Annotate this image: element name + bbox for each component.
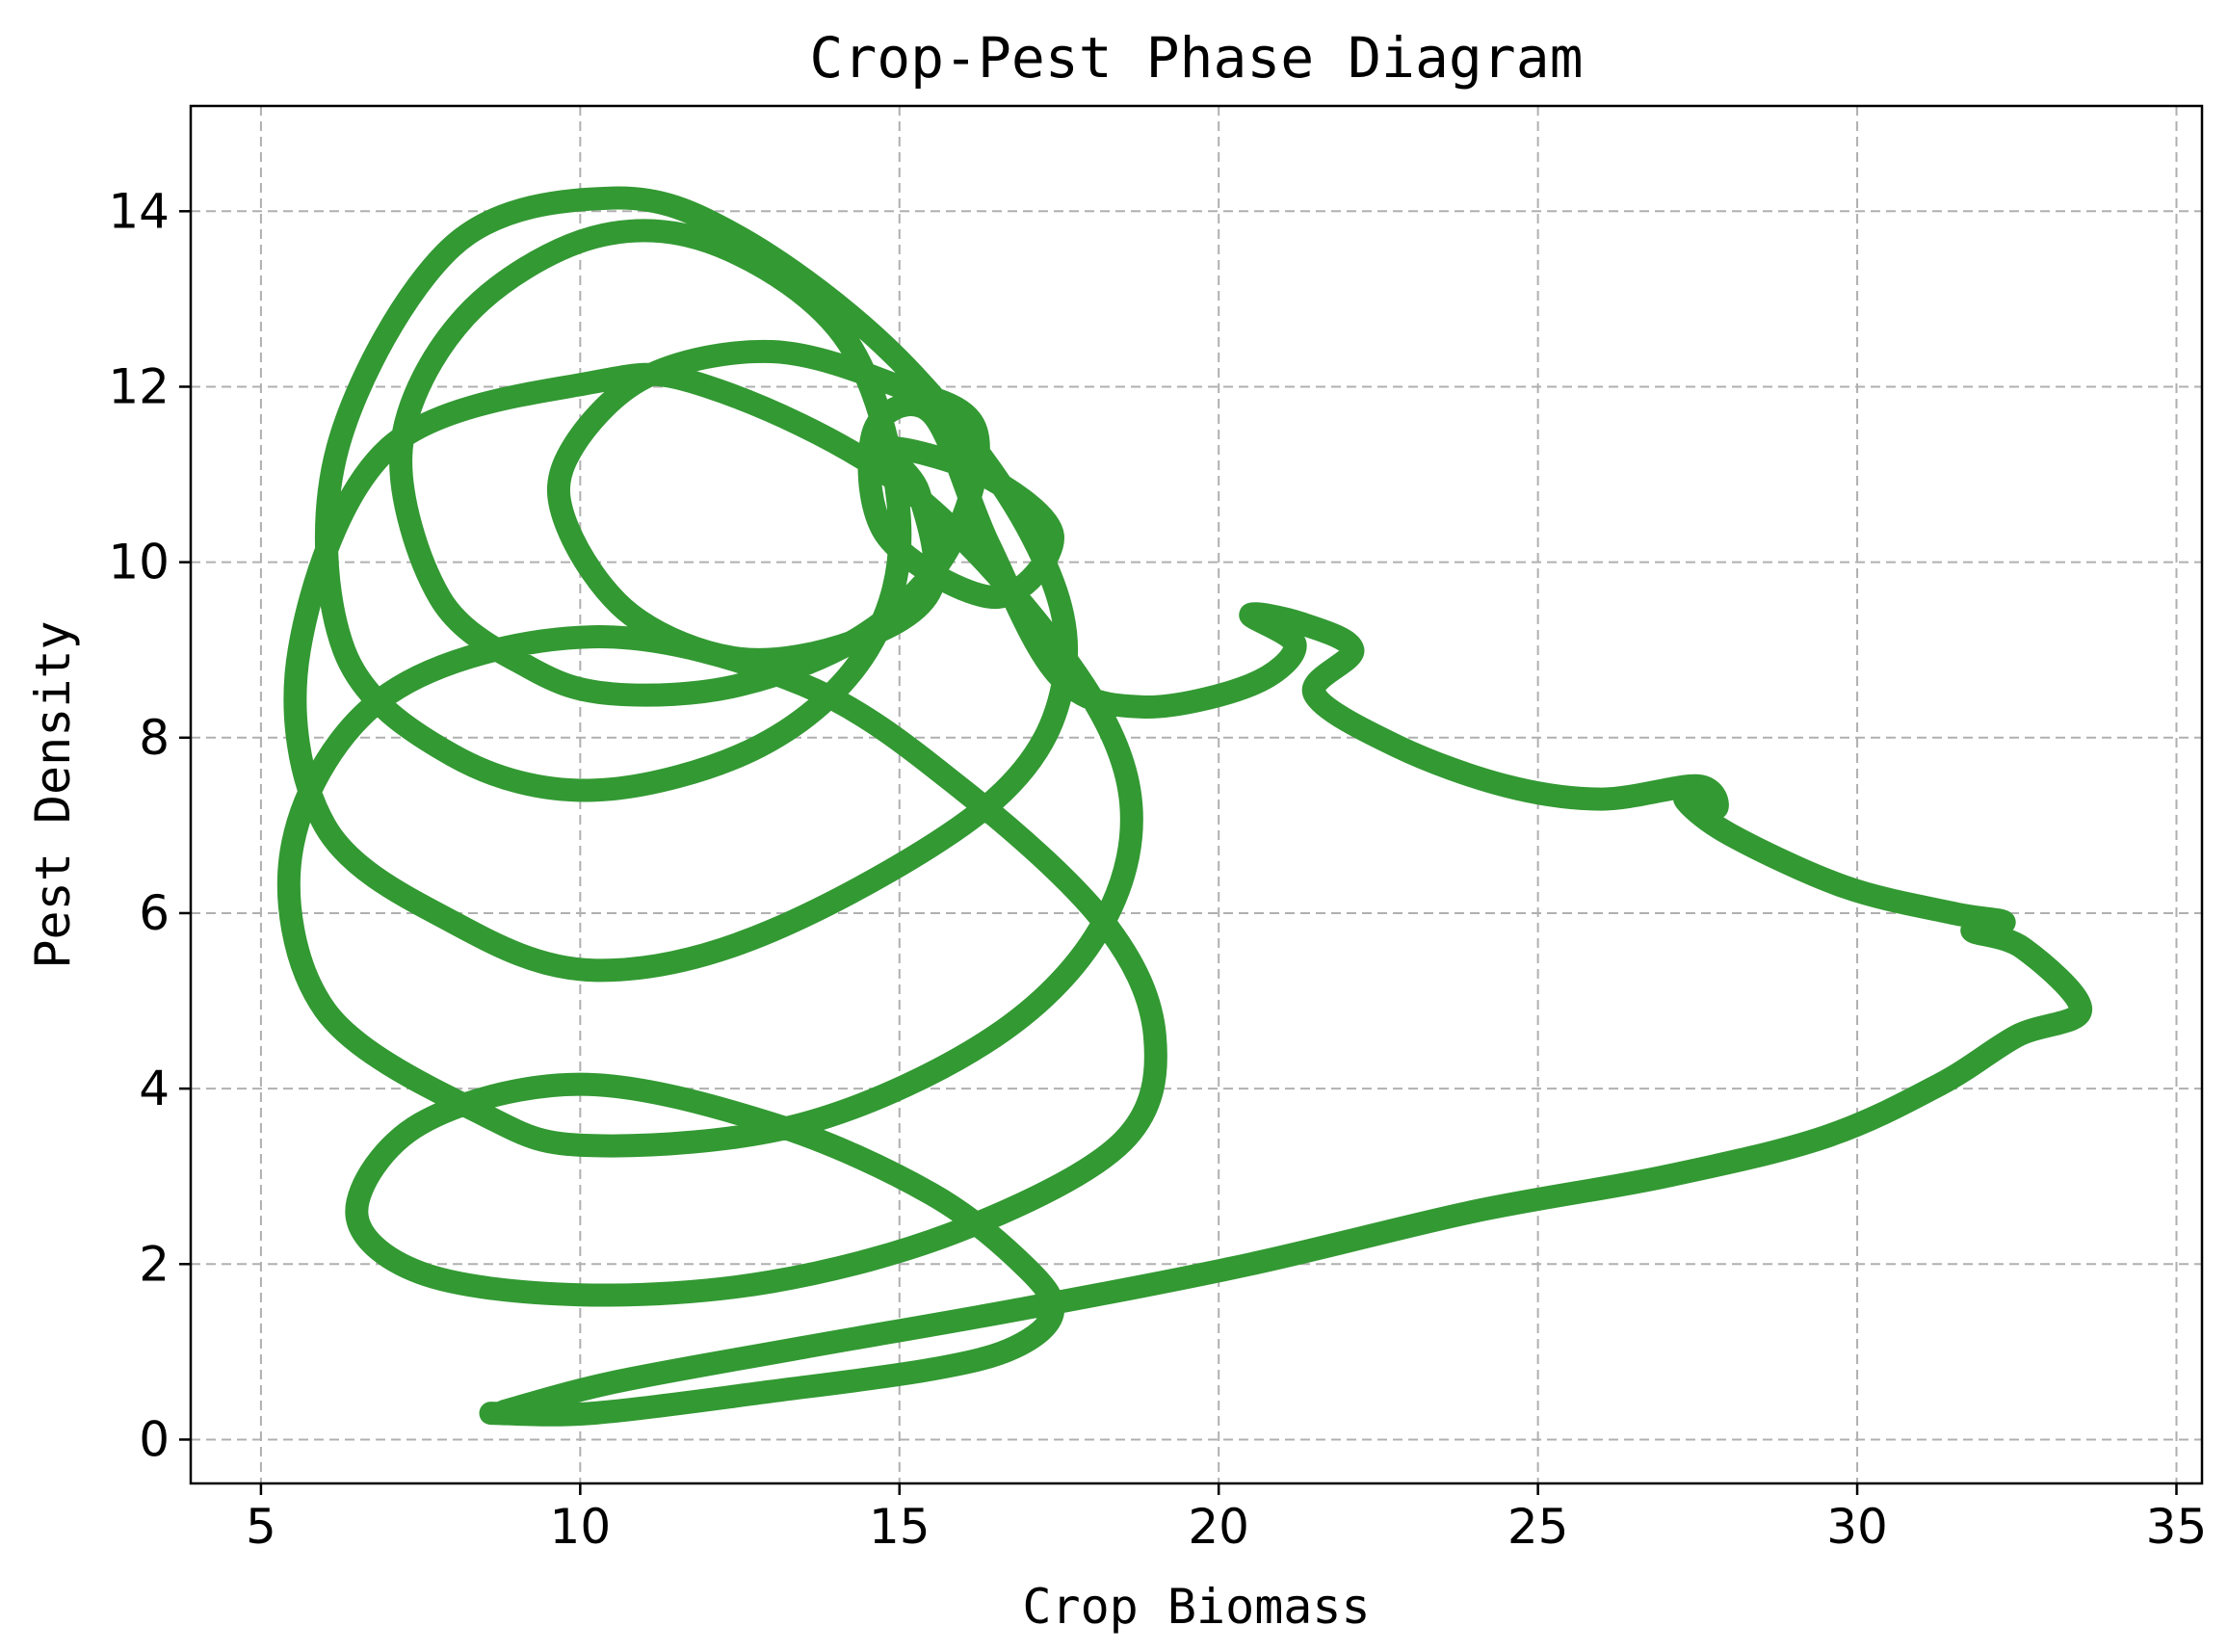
series-line bbox=[277, 186, 2093, 1427]
x-tick-label: 20 bbox=[1188, 1499, 1249, 1555]
x-tick-label: 15 bbox=[869, 1499, 931, 1555]
x-tick-label: 25 bbox=[1507, 1499, 1569, 1555]
x-axis-label: Crop Biomass bbox=[1022, 1579, 1370, 1635]
y-tick-label: 0 bbox=[139, 1411, 170, 1467]
x-tick-label: 35 bbox=[2146, 1499, 2208, 1555]
y-tick-label: 2 bbox=[139, 1236, 170, 1292]
chart-title: Crop-Pest Phase Diagram bbox=[809, 25, 1583, 91]
y-tick-label: 12 bbox=[108, 358, 170, 414]
ticks-layer: 5 10 15 20 25 30 35 0 2 4 6 8 10 12 14 bbox=[108, 183, 2207, 1555]
x-tick-label: 10 bbox=[550, 1499, 612, 1555]
x-tick-label: 5 bbox=[246, 1499, 276, 1555]
y-tick-label: 6 bbox=[139, 885, 170, 941]
y-tick-label: 14 bbox=[108, 183, 170, 239]
series-layer bbox=[277, 186, 2093, 1427]
y-tick-label: 8 bbox=[139, 710, 170, 766]
y-tick-label: 10 bbox=[108, 535, 170, 590]
plot-frame bbox=[189, 104, 2204, 1485]
y-tick-label: 4 bbox=[139, 1061, 170, 1116]
y-axis-label: Pest Density bbox=[25, 620, 81, 968]
x-tick-label: 30 bbox=[1826, 1499, 1888, 1555]
